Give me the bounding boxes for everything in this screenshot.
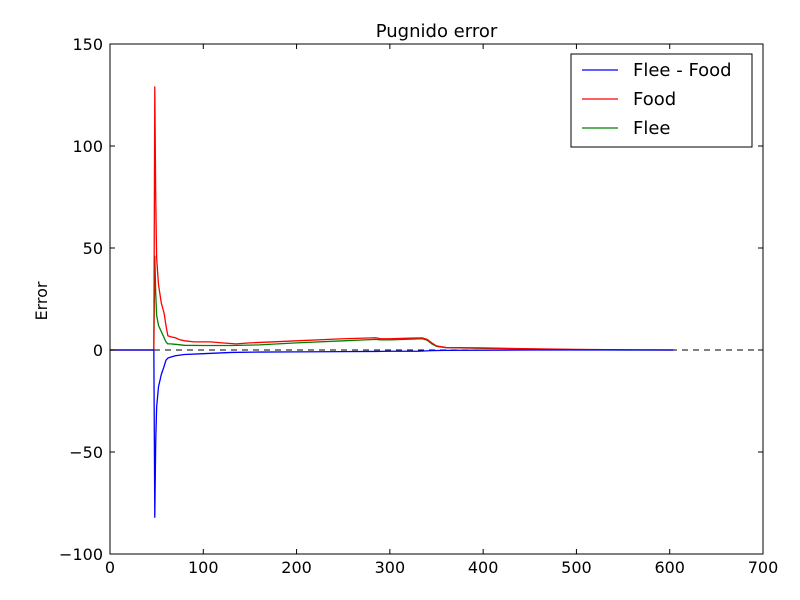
x-tick-label: 300 [375,558,406,577]
x-tick-label: 700 [748,558,779,577]
x-tick-label: 400 [468,558,499,577]
series-line-flee-food [110,349,674,518]
legend-label-flee: Flee [633,118,671,139]
x-tick-label: 0 [105,558,115,577]
legend: Flee - Food Food Flee [570,53,753,148]
legend-label-food: Food [633,89,676,110]
y-tick-label: 0 [93,341,103,360]
y-tick-label: 50 [83,239,103,258]
legend-label-flee-food: Flee - Food [633,60,732,81]
plot-area [110,86,763,518]
axis-ticks: 0 100 200 300 400 500 600 700 −100 −50 0 50 100 150 [59,35,778,577]
series-line-food [110,86,674,351]
axes-frame [109,43,764,555]
x-tick-label: 600 [654,558,685,577]
y-tick-label: 150 [72,35,103,54]
x-tick-label: 200 [281,558,312,577]
x-tick-label: 500 [561,558,592,577]
y-tick-label: −100 [59,545,103,564]
y-tick-label: −50 [69,443,103,462]
y-tick-label: 100 [72,137,103,156]
x-tick-label: 100 [188,558,219,577]
chart-title: Pugnido error [376,21,498,42]
y-axis-label: Error [32,281,51,320]
